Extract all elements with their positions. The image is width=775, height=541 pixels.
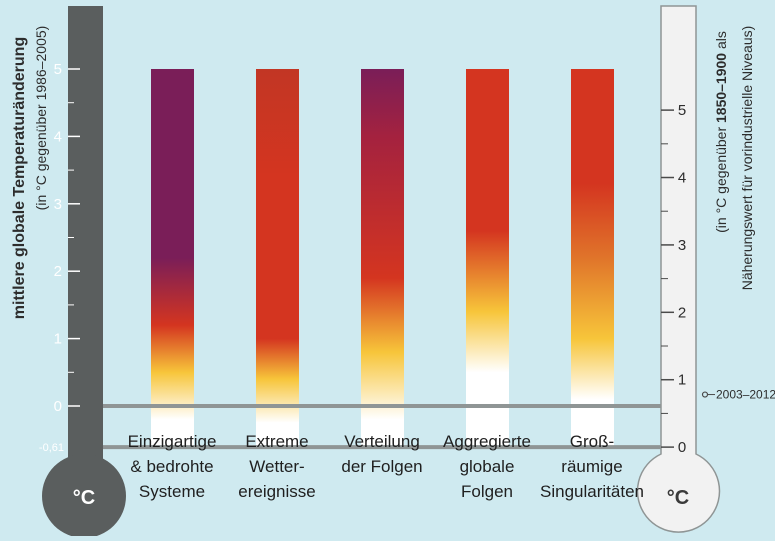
left-axis-label: mittlere globale Temperaturänderung bbox=[11, 37, 28, 319]
bar bbox=[466, 69, 509, 447]
bars bbox=[151, 69, 614, 447]
category-labels: Einzigartige & bedrohte Systeme Extreme Wett… bbox=[128, 432, 644, 501]
period-marker: 2003–2012 bbox=[703, 388, 775, 402]
category-label-line: Singularitäten bbox=[540, 482, 644, 501]
right-tick-label: 1 bbox=[678, 372, 686, 389]
right-axis-label-post: als bbox=[713, 31, 729, 53]
category-label: Extreme Wetter-ereignisse bbox=[238, 432, 316, 501]
left-unit-label: °C bbox=[73, 487, 95, 509]
right-tick-label: 3 bbox=[678, 237, 686, 254]
category-label-line: Systeme bbox=[139, 482, 205, 501]
period-marker-dot bbox=[703, 392, 708, 397]
category-label-line: Extreme bbox=[245, 432, 308, 451]
category-label: Groß-räumige Singularitäten bbox=[540, 432, 644, 501]
bar bbox=[571, 69, 614, 447]
right-axis-label-line2: Näherungswert für vorindustrielle Niveau… bbox=[739, 26, 755, 291]
category-label-line: Wetter- bbox=[249, 457, 304, 476]
left-tick-label: 3 bbox=[54, 196, 62, 213]
category-label-line: Folgen bbox=[461, 482, 513, 501]
category-label-line: Einzigartige bbox=[128, 432, 217, 451]
category-label: Einzigartige & bedrohte Systeme bbox=[128, 432, 217, 501]
category-label-line: Verteilung bbox=[344, 432, 420, 451]
category-label-line: globale bbox=[460, 457, 515, 476]
category-label-line: Aggregierte bbox=[443, 432, 531, 451]
right-unit-label: °C bbox=[667, 487, 689, 509]
category-label-line: ereignisse bbox=[238, 482, 316, 501]
left-tick-label: 0 bbox=[54, 398, 62, 415]
category-label-line: & bedrohte bbox=[130, 457, 213, 476]
left-tick-label: 1 bbox=[54, 331, 62, 348]
left-axis-sublabel: (in °C gegenüber 1986–2005) bbox=[33, 26, 49, 211]
category-label: Aggregierte globale Folgen bbox=[443, 432, 531, 501]
right-tick-label: 5 bbox=[678, 102, 686, 119]
category-label-line: Groß- bbox=[570, 432, 614, 451]
bar bbox=[151, 69, 194, 447]
right-tick-label: 4 bbox=[678, 170, 686, 187]
category-label-line: der Folgen bbox=[341, 457, 422, 476]
left-tick-label: 2 bbox=[54, 263, 62, 280]
right-tick-label: 2 bbox=[678, 304, 686, 321]
left-extra-tick-label: -0,61 bbox=[39, 442, 64, 454]
right-tick-label: 0 bbox=[678, 439, 686, 456]
left-tick-label: 5 bbox=[54, 61, 62, 78]
bar bbox=[361, 69, 404, 447]
category-label-line: räumige bbox=[561, 457, 622, 476]
right-axis-label: (in °C gegenüber 1850–1900 als bbox=[713, 31, 729, 233]
period-marker-label: 2003–2012 bbox=[716, 388, 775, 402]
right-axis-label-pre: (in °C gegenüber bbox=[713, 123, 729, 233]
right-axis-label-bold: 1850–1900 bbox=[713, 53, 729, 123]
left-tick-label: 4 bbox=[54, 128, 62, 145]
bar bbox=[256, 69, 299, 447]
category-label: Verteilung der Folgen bbox=[341, 432, 422, 476]
